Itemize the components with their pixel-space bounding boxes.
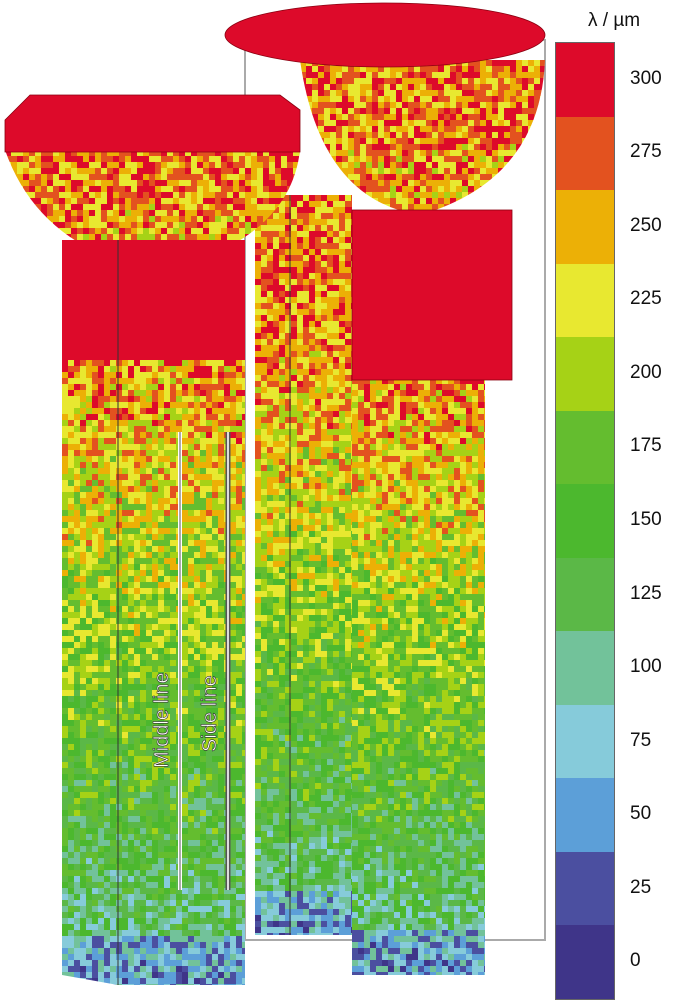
colorbar-tick-label: 150 bbox=[630, 509, 662, 530]
colorbar-tick-label: 275 bbox=[630, 141, 662, 163]
field-region bbox=[300, 60, 545, 215]
colorbar-tick-label: 125 bbox=[630, 582, 662, 604]
colorbar-tick-label: 75 bbox=[630, 729, 652, 751]
colorbar-tick-label: 225 bbox=[630, 288, 662, 310]
colorbar-band bbox=[556, 631, 614, 705]
colorbar-tick-label: 50 bbox=[630, 803, 652, 825]
colorbar-band bbox=[556, 557, 614, 632]
colorbar-tick-label: 0 bbox=[630, 950, 641, 972]
colorbar-tick-label: 175 bbox=[630, 435, 662, 457]
colorbar-band bbox=[556, 778, 614, 852]
colorbar-tick-label: 25 bbox=[630, 876, 652, 898]
left-cap-top bbox=[4, 94, 301, 153]
colorbar-tick-label: 200 bbox=[630, 361, 662, 383]
field-region bbox=[255, 195, 352, 935]
side-line-label: Side line bbox=[199, 675, 221, 752]
wavelength-field bbox=[5, 60, 545, 985]
colorbar-band bbox=[556, 704, 614, 779]
left-top-block bbox=[62, 240, 245, 360]
colorbar-band bbox=[556, 484, 614, 558]
colorbar-tick-label: 300 bbox=[630, 67, 662, 89]
colorbar-band bbox=[556, 263, 614, 338]
right-cap-top bbox=[224, 2, 546, 68]
colorbar-tick-label: 100 bbox=[630, 656, 662, 678]
right-top-block bbox=[351, 209, 513, 381]
middle-line-label: Middle line bbox=[151, 672, 173, 768]
colorbar-unit-label: λ / µm bbox=[588, 10, 641, 31]
colorbar-band bbox=[556, 925, 614, 999]
colorbar-band bbox=[556, 43, 614, 117]
colorbar-band bbox=[556, 410, 614, 485]
colorbar-band bbox=[556, 116, 614, 191]
colorbar-tick-label: 250 bbox=[630, 214, 662, 236]
colorbar-band bbox=[556, 851, 614, 926]
colorbar bbox=[555, 42, 615, 1000]
colorbar-band bbox=[556, 190, 614, 264]
colorbar-band bbox=[556, 337, 614, 411]
